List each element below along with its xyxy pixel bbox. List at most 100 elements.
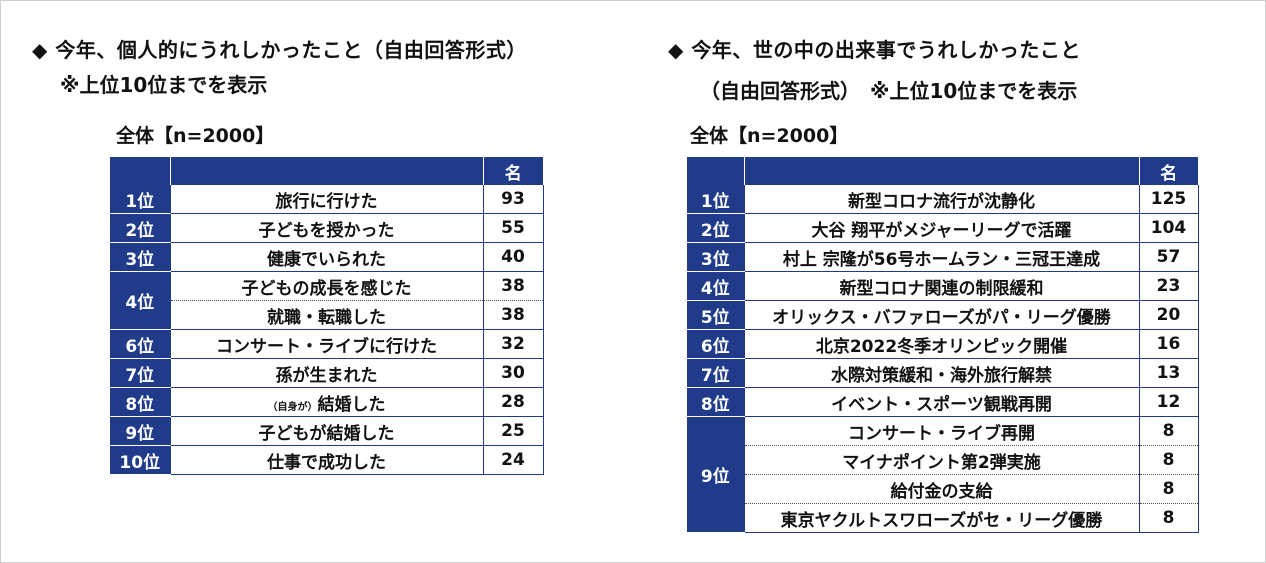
item-text: 結婚した	[317, 394, 386, 415]
right-total-label: 全体【n=2000】	[690, 125, 849, 147]
rank-cell: 10位	[110, 445, 170, 475]
count-cell: 20	[1139, 300, 1199, 330]
table-row: 給付金の支給 8	[687, 474, 1199, 504]
header-count-cell: 名	[1139, 157, 1198, 185]
table-row: 7位 孫が生まれた 30	[110, 358, 544, 388]
item-cell: 孫が生まれた	[169, 358, 484, 388]
count-cell: 40	[483, 242, 544, 272]
count-cell: 8	[1139, 416, 1199, 446]
table-row: 就職・転職した 38	[110, 300, 544, 330]
table-row: 6位 コンサート・ライブに行けた 32	[110, 329, 544, 359]
table-row: 9位 子どもが結婚した 25	[110, 416, 544, 446]
header-rank-cell	[110, 157, 171, 185]
table-row: 東京ヤクルトスワローズがセ・リーグ優勝 8	[687, 503, 1199, 533]
rank-cell: 1位	[110, 185, 170, 214]
rank-cell: 8位	[687, 387, 744, 417]
count-cell: 30	[483, 358, 544, 388]
left-ranking-table: 名 1位 旅行に行けた 93 2位 子どもを授かった 55 3位 健康でいられた…	[110, 157, 544, 475]
item-cell: コンサート・ライブ再開	[743, 416, 1140, 446]
rank-cell: 9位	[110, 416, 170, 446]
item-cell: 子どもを授かった	[169, 213, 484, 243]
left-note: ※上位10位までを表示	[60, 73, 268, 97]
count-cell: 16	[1139, 329, 1199, 359]
item-cell: イベント・スポーツ観戦再開	[743, 387, 1140, 417]
count-cell: 104	[1139, 213, 1199, 243]
item-cell: 子どもが結婚した	[169, 416, 484, 446]
rank-cell: 1位	[687, 185, 744, 214]
item-cell: （自身が）結婚した	[169, 387, 484, 417]
rank-cell: 7位	[110, 358, 170, 388]
item-cell: 北京2022冬季オリンピック開催	[743, 329, 1140, 359]
rank-cell: 6位	[687, 329, 744, 359]
rank-cell: 2位	[110, 213, 170, 243]
item-cell: オリックス・バファローズがパ・リーグ優勝	[743, 300, 1140, 330]
rank-cell: 8位	[110, 387, 170, 417]
table-row: 3位 健康でいられた 40	[110, 242, 544, 272]
count-cell: 24	[483, 445, 544, 475]
table-row: 6位 北京2022冬季オリンピック開催 16	[687, 329, 1199, 359]
right-ranking-table: 名 1位 新型コロナ流行が沈静化 125 2位 大谷 翔平がメジャーリーグで活躍…	[687, 157, 1199, 533]
count-cell: 57	[1139, 242, 1199, 272]
table-row: 8位 （自身が）結婚した 28	[110, 387, 544, 417]
table-row: 9位 コンサート・ライブ再開 8	[687, 416, 1199, 533]
item-cell: 新型コロナ関連の制限緩和	[743, 271, 1140, 301]
count-cell: 55	[483, 213, 544, 243]
table-row: 1位 新型コロナ流行が沈静化 125	[687, 185, 1199, 214]
header-item-cell	[744, 157, 1140, 185]
count-cell: 8	[1139, 445, 1199, 475]
item-cell: 新型コロナ流行が沈静化	[743, 185, 1140, 214]
item-cell: 就職・転職した	[169, 300, 484, 330]
rank-cell: 9位	[687, 416, 744, 533]
item-cell: 給付金の支給	[743, 474, 1140, 504]
count-cell: 8	[1139, 474, 1199, 504]
header-count-cell: 名	[483, 157, 543, 185]
count-cell: 13	[1139, 358, 1199, 388]
item-prefix: （自身が）	[267, 401, 318, 413]
right-heading: ◆ 今年、世の中の出来事でうれしかったこと	[668, 38, 1081, 62]
table-row: 1位 旅行に行けた 93	[110, 185, 544, 214]
right-heading-line2: （自由回答形式） ※上位10位までを表示	[700, 79, 1078, 103]
table-row: 8位 イベント・スポーツ観戦再開 12	[687, 387, 1199, 417]
count-cell: 8	[1139, 503, 1199, 533]
item-cell: 水際対策緩和・海外旅行解禁	[743, 358, 1140, 388]
count-cell: 12	[1139, 387, 1199, 417]
table-row: 10位 仕事で成功した 24	[110, 445, 544, 475]
item-cell: 東京ヤクルトスワローズがセ・リーグ優勝	[743, 503, 1140, 533]
rank-cell: 4位	[110, 271, 170, 330]
item-cell: 子どもの成長を感じた	[169, 271, 484, 301]
count-cell: 28	[483, 387, 544, 417]
header-rank-cell	[687, 157, 745, 185]
table-row: 2位 子どもを授かった 55	[110, 213, 544, 243]
rank-cell: 2位	[687, 213, 744, 243]
table-row: 5位 オリックス・バファローズがパ・リーグ優勝 20	[687, 300, 1199, 330]
rank-cell: 7位	[687, 358, 744, 388]
count-cell: 32	[483, 329, 544, 359]
table-row: 2位 大谷 翔平がメジャーリーグで活躍 104	[687, 213, 1199, 243]
table-row: 7位 水際対策緩和・海外旅行解禁 13	[687, 358, 1199, 388]
rank-cell: 3位	[110, 242, 170, 272]
count-cell: 125	[1139, 185, 1199, 214]
item-cell: 旅行に行けた	[169, 185, 484, 214]
item-cell: 仕事で成功した	[169, 445, 484, 475]
item-cell: 村上 宗隆が56号ホームラン・三冠王達成	[743, 242, 1140, 272]
item-cell: マイナポイント第2弾実施	[743, 445, 1140, 475]
count-cell: 25	[483, 416, 544, 446]
rank-cell: 4位	[687, 271, 744, 301]
left-total-label: 全体【n=2000】	[116, 125, 275, 147]
count-cell: 38	[483, 271, 544, 301]
table-row: マイナポイント第2弾実施 8	[687, 445, 1199, 475]
table-row: 3位 村上 宗隆が56号ホームラン・三冠王達成 57	[687, 242, 1199, 272]
table-row: 4位 新型コロナ関連の制限緩和 23	[687, 271, 1199, 301]
left-heading: ◆ 今年、個人的にうれしかったこと（自由回答形式）	[32, 38, 527, 62]
table-header-row: 名	[110, 157, 543, 185]
header-item-cell	[170, 157, 484, 185]
table-row: 4位 子どもの成長を感じた 38	[110, 271, 544, 330]
count-cell: 38	[483, 300, 544, 330]
rank-cell: 5位	[687, 300, 744, 330]
item-cell: 健康でいられた	[169, 242, 484, 272]
table-header-row: 名	[687, 157, 1198, 185]
count-cell: 93	[483, 185, 544, 214]
rank-cell: 3位	[687, 242, 744, 272]
rank-cell: 6位	[110, 329, 170, 359]
count-cell: 23	[1139, 271, 1199, 301]
